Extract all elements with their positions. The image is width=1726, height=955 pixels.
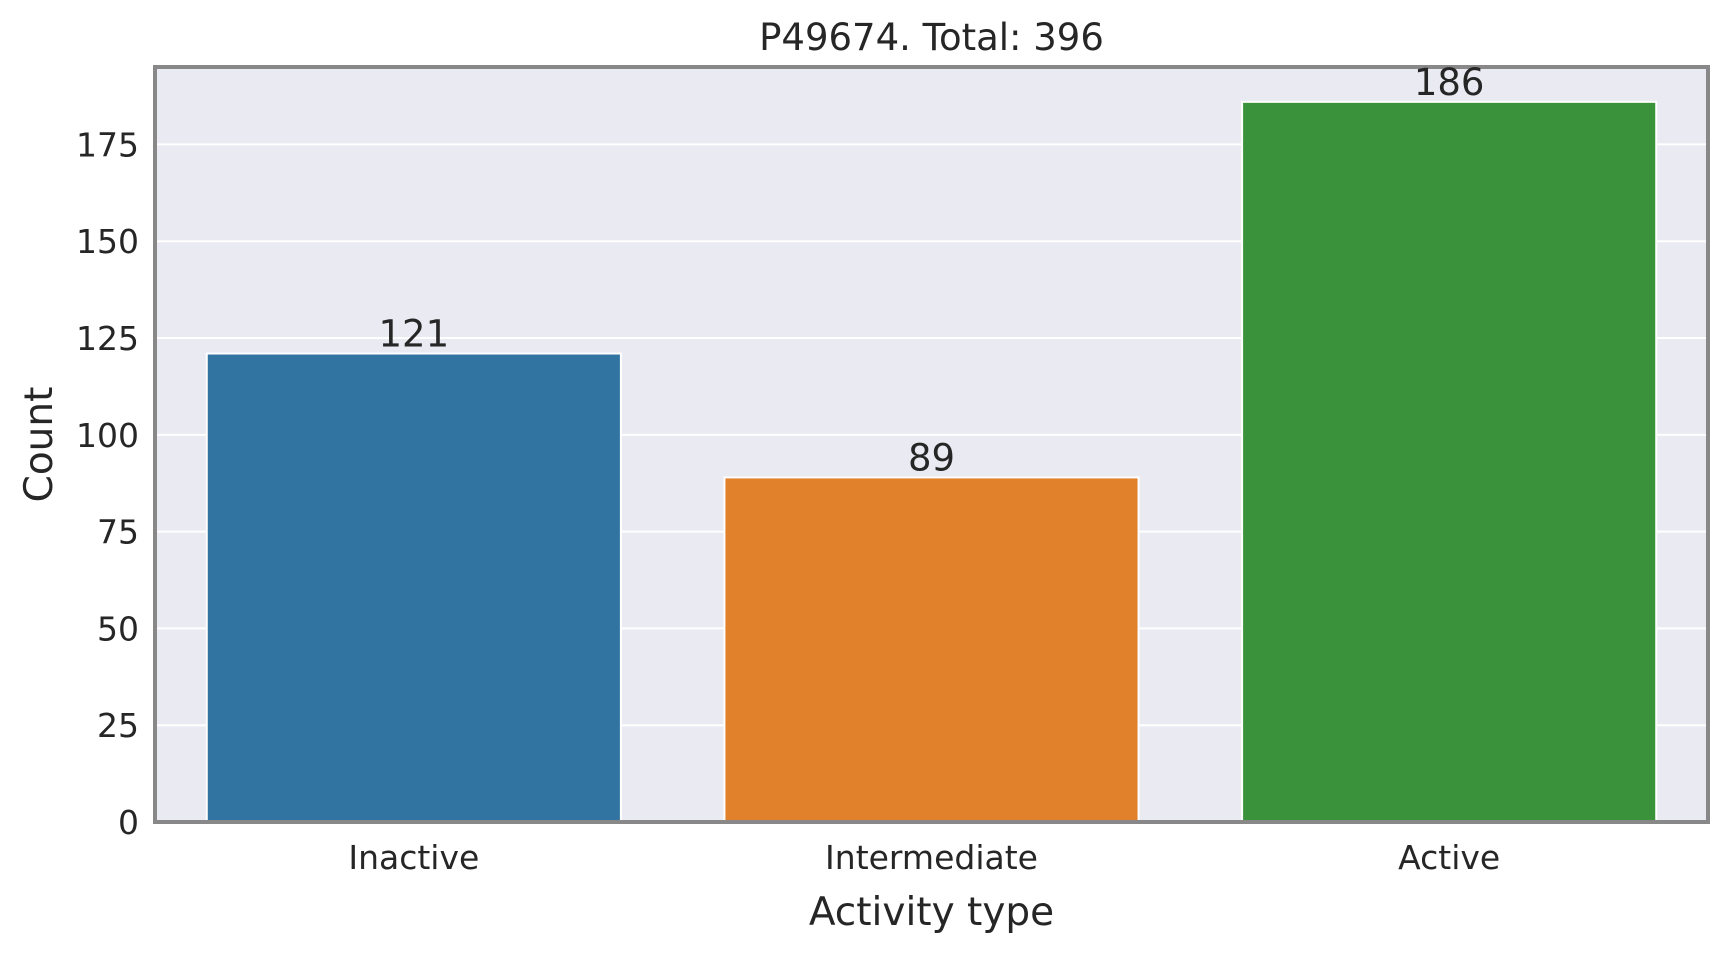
- chart-title: P49674. Total: 396: [759, 16, 1104, 59]
- data-label: 186: [1414, 61, 1485, 104]
- plot-frame: [153, 65, 1710, 824]
- bar-active: [1241, 100, 1658, 824]
- x-tick-labels: Inactive Intermediate Active: [348, 838, 1500, 877]
- data-labels: 121 89 186: [379, 61, 1485, 480]
- y-tick-label: 100: [76, 416, 139, 455]
- bars: [205, 100, 1658, 824]
- y-tick-label: 50: [97, 609, 139, 648]
- y-tick-label: 150: [76, 222, 139, 261]
- x-axis-label: Activity type: [809, 890, 1054, 935]
- x-tick-label: Inactive: [348, 838, 479, 877]
- y-tick-labels: 0 25 50 75 100 125 150 175: [76, 125, 139, 842]
- bar-inactive: [205, 352, 622, 823]
- y-tick-label: 25: [97, 706, 139, 745]
- y-tick-label: 175: [76, 125, 139, 164]
- y-axis-label: Count: [17, 387, 62, 503]
- data-label: 121: [379, 313, 450, 356]
- x-tick-label: Intermediate: [825, 838, 1038, 877]
- x-tick-label: Active: [1398, 838, 1500, 877]
- y-tick-label: 0: [118, 803, 139, 842]
- bar-intermediate: [723, 476, 1140, 823]
- data-label: 89: [908, 436, 955, 479]
- y-tick-label: 75: [97, 513, 139, 552]
- y-tick-label: 125: [76, 319, 139, 358]
